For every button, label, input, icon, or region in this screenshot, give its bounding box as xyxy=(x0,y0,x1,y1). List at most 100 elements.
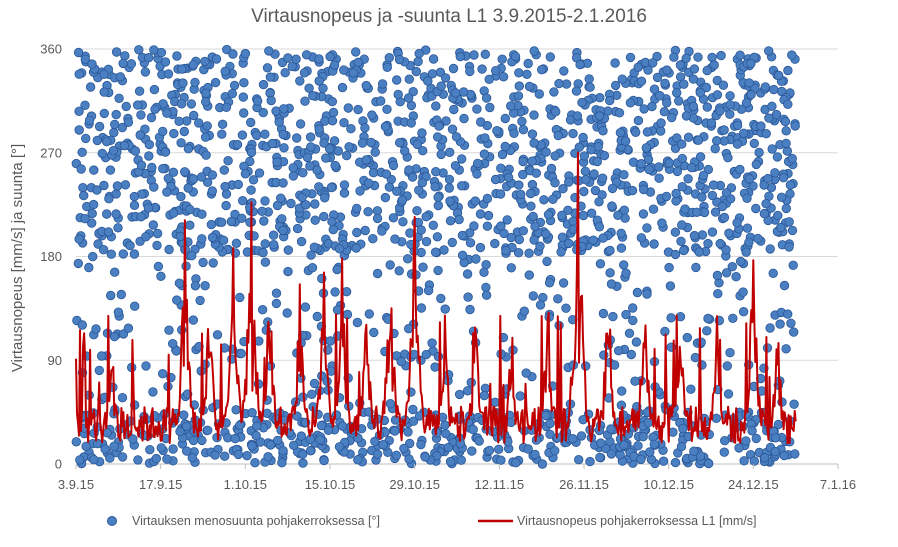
scatter-point xyxy=(277,214,287,224)
scatter-point xyxy=(702,326,712,336)
scatter-point xyxy=(120,180,131,190)
scatter-point xyxy=(218,235,229,246)
scatter-point xyxy=(329,136,340,146)
scatter-point xyxy=(718,80,729,90)
scatter-point xyxy=(176,191,186,202)
scatter-point xyxy=(496,163,506,173)
scatter-point xyxy=(783,309,793,319)
scatter-point xyxy=(695,451,706,461)
scatter-point xyxy=(329,60,340,70)
scatter-point xyxy=(617,74,628,84)
scatter-point xyxy=(660,78,670,89)
scatter-point xyxy=(272,157,282,167)
scatter-point xyxy=(382,62,393,73)
scatter-point xyxy=(325,144,335,154)
scatter-point xyxy=(440,73,451,83)
scatter-point xyxy=(314,76,324,86)
y-axis-label: Virtausnopeus [mm/s] ja suunta [°] xyxy=(9,144,26,372)
scatter-point xyxy=(360,123,370,133)
scatter-point xyxy=(85,82,96,92)
scatter-point xyxy=(594,222,605,232)
scatter-point xyxy=(475,209,486,219)
scatter-point xyxy=(447,124,458,134)
scatter-point xyxy=(177,64,187,74)
scatter-point xyxy=(719,212,730,223)
scatter-point xyxy=(469,221,479,231)
scatter-point xyxy=(665,281,676,291)
scatter-point xyxy=(773,210,783,221)
scatter-point xyxy=(586,208,597,218)
scatter-point xyxy=(227,88,238,99)
scatter-point xyxy=(686,162,697,173)
x-tick-label: 7.1.16 xyxy=(820,477,856,492)
scatter-point xyxy=(283,266,293,277)
x-tick-label: 3.9.15 xyxy=(58,477,94,492)
scatter-point xyxy=(289,440,299,451)
scatter-point xyxy=(111,209,121,219)
scatter-point xyxy=(723,389,734,399)
y-tick-label: 360 xyxy=(40,42,62,57)
scatter-point xyxy=(544,278,555,288)
scatter-point xyxy=(589,169,599,179)
scatter-point xyxy=(396,356,406,367)
scatter-point xyxy=(343,103,354,113)
scatter-point xyxy=(721,188,732,198)
scatter-point xyxy=(160,57,171,67)
scatter-point xyxy=(606,449,617,459)
scatter-point xyxy=(774,70,784,81)
scatter-point xyxy=(739,456,749,466)
scatter-point xyxy=(260,239,270,249)
scatter-point xyxy=(667,112,677,123)
scatter-point xyxy=(527,156,537,166)
scatter-point xyxy=(390,426,400,436)
scatter-point xyxy=(133,455,143,465)
scatter-point xyxy=(666,313,676,323)
scatter-point xyxy=(78,190,89,201)
scatter-point xyxy=(162,108,172,118)
scatter-point xyxy=(235,292,245,303)
scatter-point xyxy=(496,455,506,465)
scatter-point xyxy=(641,143,652,153)
scatter-point xyxy=(149,182,159,192)
scatter-point xyxy=(361,80,372,91)
scatter-point xyxy=(351,243,361,253)
scatter-point xyxy=(627,185,638,196)
scatter-point xyxy=(403,427,413,437)
scatter-point xyxy=(94,365,105,376)
scatter-point xyxy=(157,369,168,379)
scatter-point xyxy=(742,223,753,233)
scatter-point xyxy=(93,239,103,249)
scatter-point xyxy=(692,207,702,218)
scatter-point xyxy=(342,150,352,161)
scatter-point xyxy=(377,226,387,236)
scatter-point xyxy=(246,147,257,158)
scatter-point xyxy=(228,49,238,59)
scatter-point xyxy=(655,90,665,101)
scatter-point xyxy=(405,228,415,238)
scatter-point xyxy=(675,60,686,70)
scatter-point xyxy=(788,260,798,271)
scatter-point xyxy=(301,50,312,60)
scatter-point xyxy=(198,257,208,268)
scatter-point xyxy=(481,282,491,293)
scatter-point xyxy=(186,99,197,109)
scatter-point xyxy=(295,119,306,129)
scatter-point xyxy=(568,216,578,227)
scatter-point xyxy=(515,391,525,401)
scatter-point xyxy=(693,135,704,145)
scatter-point xyxy=(571,86,582,96)
scatter-point xyxy=(257,305,268,315)
scatter-point xyxy=(190,77,200,88)
scatter-point xyxy=(741,98,752,108)
scatter-point xyxy=(77,320,88,330)
scatter-point xyxy=(100,444,110,454)
scatter-point xyxy=(606,279,617,289)
scatter-point xyxy=(314,182,324,192)
scatter-point xyxy=(711,413,722,424)
scatter-point xyxy=(328,224,339,235)
scatter-point xyxy=(713,289,723,299)
scatter-point xyxy=(427,338,437,348)
scatter-point xyxy=(580,166,591,177)
scatter-point xyxy=(465,304,475,315)
scatter-point xyxy=(109,119,120,130)
